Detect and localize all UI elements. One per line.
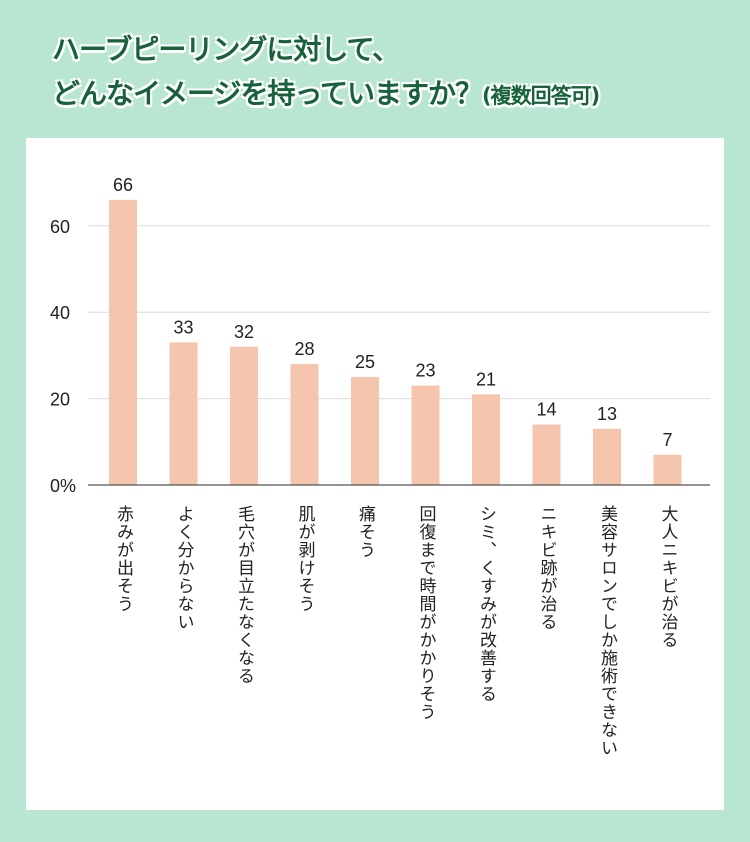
x-tick-label: 痛そう [355,505,375,559]
bar [169,342,198,485]
x-tick-label: 回復まで時間がかかりそう [415,505,436,721]
x-tick-label: 毛穴が目立たなくなる [234,505,254,685]
y-tick-label: 40 [50,303,70,323]
y-tick-label: 0% [50,476,76,496]
x-tick-label: よく分からない [173,505,194,631]
bar [472,394,500,485]
title-line2: どんなイメージを持っていますか？ [52,77,483,110]
x-tick-label: 美容サロンでしか施術できない [597,505,617,757]
data-label: 66 [113,175,133,195]
bar [411,385,440,485]
bar [351,377,379,485]
data-label: 28 [294,339,314,359]
data-label: 14 [536,400,556,420]
data-label: 25 [355,352,375,372]
bar [109,199,137,485]
data-label: 23 [415,361,435,381]
x-tick-label: ニキビ跡が治る [536,505,557,631]
bar [653,454,682,485]
x-tick-label: 赤みが出そう [113,505,133,613]
bar [230,346,258,485]
chart-title: ハーブピーリングに対して、 どんなイメージを持っていますか？(複数回答可) [52,28,600,118]
x-tick-label: 肌が剥けそう [294,505,315,613]
bar [290,364,319,485]
data-label: 7 [662,430,672,450]
title-line1: ハーブピーリングに対して、 [52,33,400,66]
data-label: 21 [476,369,496,389]
y-tick-label: 60 [50,217,70,237]
title-note: (複数回答可) [482,84,600,108]
bar [532,424,561,485]
data-label: 33 [173,317,193,337]
x-tick-label: 大人ニキビが治る [657,505,678,649]
x-tick-label: シミ、くすみが改善する [476,505,496,703]
bar [593,428,621,485]
data-label: 13 [597,404,617,424]
y-tick-label: 20 [50,390,70,410]
data-label: 32 [234,322,254,342]
